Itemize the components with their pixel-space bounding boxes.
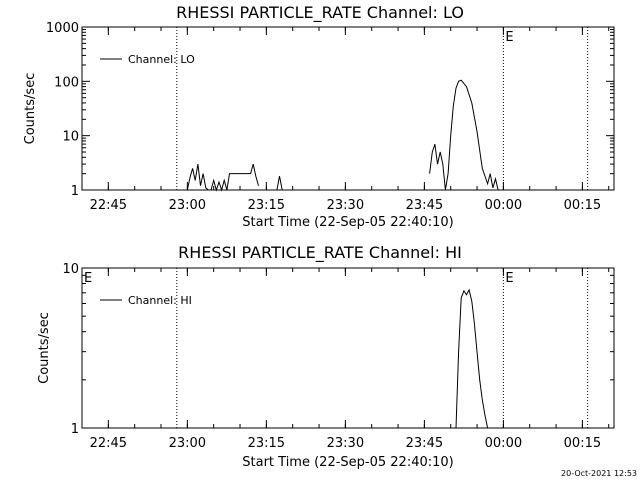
y-tick-label: 1 (71, 184, 79, 199)
y-axis-label: Counts/sec (37, 312, 52, 384)
x-axis-label: Start Time (22-Sep-05 22:40:10) (242, 455, 453, 470)
chart-title: RHESSI PARTICLE_RATE Channel: LO (176, 3, 464, 23)
x-tick-label: 00:15 (564, 198, 601, 213)
x-tick-label: 00:00 (485, 198, 522, 213)
y-tick-label: 1000 (46, 21, 79, 36)
y-tick-label: 10 (62, 130, 79, 145)
x-tick-label: 23:30 (327, 198, 364, 213)
x-tick-label: 23:15 (248, 198, 285, 213)
x-tick-label: 23:00 (169, 198, 206, 213)
x-tick-label: 23:45 (406, 436, 443, 451)
hi-channel-panel: RHESSI PARTICLE_RATE Channel: HI E E 22:45 2… (37, 243, 615, 470)
legend-label: Channel: LO (128, 53, 195, 66)
y-tick-label: 10 (62, 262, 79, 277)
x-tick-label: 22:45 (90, 198, 127, 213)
y-axis-label: Counts/sec (23, 73, 38, 145)
x-axis-label: Start Time (22-Sep-05 22:40:10) (242, 215, 453, 230)
x-tick-label: 22:45 (90, 436, 127, 451)
chart-title: RHESSI PARTICLE_RATE Channel: HI (178, 243, 462, 263)
timestamp: 20-Oct-2021 12:53 (561, 469, 637, 478)
y-tick-label: 1 (71, 422, 79, 437)
plot-frame (81, 267, 615, 429)
x-tick-label: 23:30 (327, 436, 364, 451)
plot-frame (81, 26, 615, 191)
x-tick-label: 23:15 (248, 436, 285, 451)
marker-label: E (505, 271, 513, 286)
lo-channel-panel: RHESSI PARTICLE_RATE Channel: LO E 22:45 23… (23, 3, 615, 230)
series-line (186, 163, 259, 192)
legend-label: Channel: HI (128, 294, 192, 307)
x-tick-label: 00:00 (485, 436, 522, 451)
series-line (276, 176, 283, 191)
marker-label: E (505, 30, 513, 45)
series-line (429, 79, 499, 191)
marker-label: E (84, 271, 92, 286)
x-tick-label: 23:00 (169, 436, 206, 451)
series-line (455, 288, 489, 429)
y-tick-label: 100 (54, 75, 79, 90)
x-tick-label: 00:15 (564, 436, 601, 451)
x-tick-label: 23:45 (406, 198, 443, 213)
